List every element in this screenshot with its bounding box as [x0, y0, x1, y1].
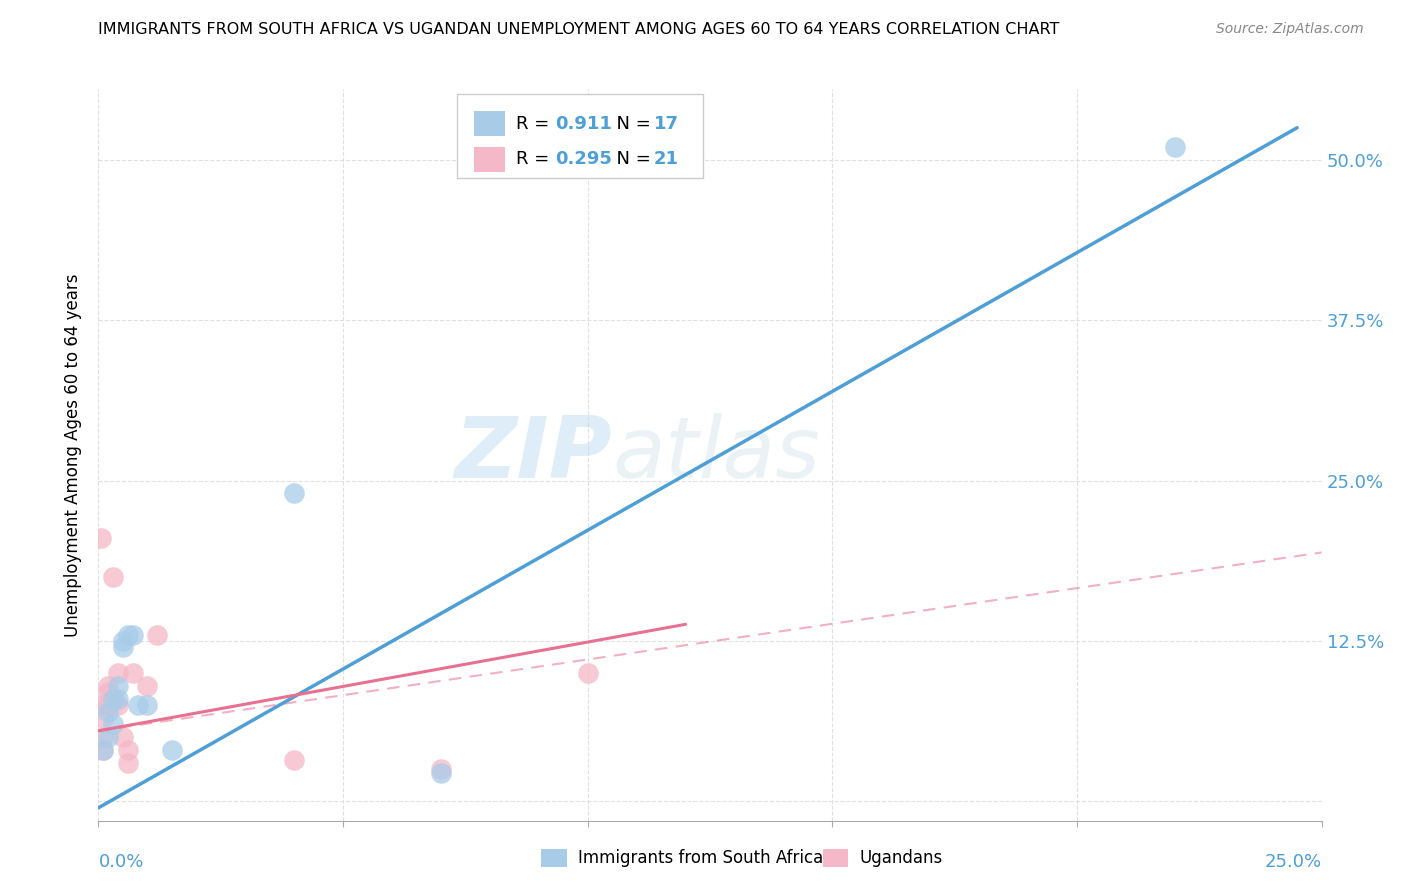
- Text: Immigrants from South Africa: Immigrants from South Africa: [578, 849, 823, 867]
- Point: [91, 711, 114, 725]
- Point: [1164, 140, 1187, 154]
- Point: [107, 666, 129, 681]
- Text: R =: R =: [516, 151, 555, 169]
- Point: [101, 691, 124, 706]
- Text: N =: N =: [605, 151, 657, 169]
- Text: Source: ZipAtlas.com: Source: ZipAtlas.com: [1216, 22, 1364, 37]
- Point: [117, 756, 139, 770]
- Text: 0.911: 0.911: [555, 115, 612, 133]
- Point: [107, 679, 129, 693]
- Y-axis label: Unemployment Among Ages 60 to 64 years: Unemployment Among Ages 60 to 64 years: [63, 273, 82, 637]
- Point: [576, 666, 599, 681]
- Point: [97, 730, 120, 744]
- Point: [136, 679, 159, 693]
- Text: 25.0%: 25.0%: [1264, 853, 1322, 871]
- Point: [91, 743, 114, 757]
- Point: [111, 640, 134, 655]
- Point: [136, 698, 159, 713]
- Text: ZIP: ZIP: [454, 413, 612, 497]
- Point: [91, 743, 114, 757]
- Point: [107, 691, 129, 706]
- Text: R =: R =: [516, 115, 555, 133]
- Point: [101, 570, 124, 584]
- Point: [430, 762, 453, 776]
- Point: [111, 730, 134, 744]
- Text: Ugandans: Ugandans: [859, 849, 942, 867]
- Point: [111, 634, 134, 648]
- Text: N =: N =: [605, 115, 657, 133]
- Point: [97, 705, 120, 719]
- Text: atlas: atlas: [612, 413, 820, 497]
- Point: [117, 743, 139, 757]
- Point: [107, 698, 129, 713]
- Text: 21: 21: [654, 151, 679, 169]
- Text: 0.295: 0.295: [555, 151, 612, 169]
- Point: [101, 691, 124, 706]
- Point: [97, 698, 120, 713]
- Text: 0.0%: 0.0%: [98, 853, 143, 871]
- Point: [160, 743, 183, 757]
- Point: [91, 730, 114, 744]
- Point: [283, 753, 305, 767]
- Point: [283, 486, 305, 500]
- Point: [121, 666, 143, 681]
- Point: [91, 698, 114, 713]
- Point: [121, 627, 143, 641]
- Point: [117, 627, 139, 641]
- Point: [146, 627, 169, 641]
- Text: IMMIGRANTS FROM SOUTH AFRICA VS UGANDAN UNEMPLOYMENT AMONG AGES 60 TO 64 YEARS C: IMMIGRANTS FROM SOUTH AFRICA VS UGANDAN …: [98, 22, 1060, 37]
- Point: [97, 685, 120, 699]
- Text: 17: 17: [654, 115, 679, 133]
- Point: [127, 698, 149, 713]
- Point: [90, 532, 112, 546]
- Point: [430, 766, 453, 780]
- Point: [97, 679, 120, 693]
- Point: [101, 717, 124, 731]
